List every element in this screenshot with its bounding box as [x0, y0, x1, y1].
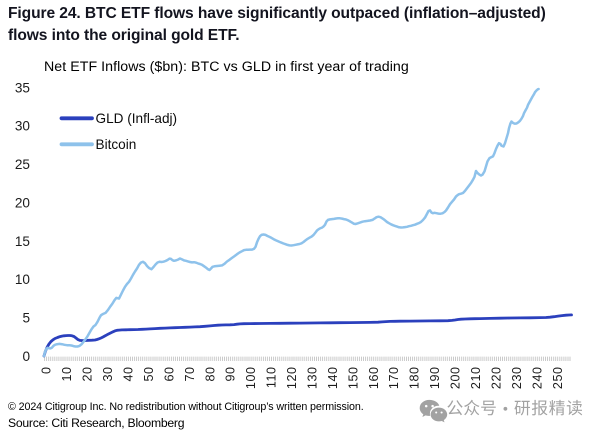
svg-text:15: 15: [15, 234, 30, 249]
svg-text:200: 200: [449, 366, 463, 389]
svg-text:170: 170: [387, 366, 401, 389]
svg-text:25: 25: [15, 157, 30, 172]
svg-text:120: 120: [285, 366, 299, 389]
svg-text:10: 10: [15, 272, 31, 287]
svg-text:20: 20: [81, 366, 95, 381]
svg-text:210: 210: [469, 366, 483, 389]
svg-text:35: 35: [15, 80, 30, 95]
svg-text:220: 220: [490, 366, 504, 389]
svg-text:0: 0: [22, 349, 30, 364]
svg-text:180: 180: [408, 366, 422, 389]
svg-text:130: 130: [306, 366, 320, 389]
svg-text:250: 250: [551, 366, 565, 389]
svg-text:20: 20: [15, 195, 31, 210]
svg-text:90: 90: [224, 366, 238, 381]
svg-text:0: 0: [40, 366, 54, 374]
svg-text:30: 30: [15, 119, 31, 134]
svg-text:160: 160: [367, 366, 381, 389]
svg-text:100: 100: [244, 366, 258, 389]
svg-text:110: 110: [265, 366, 279, 388]
svg-text:40: 40: [122, 366, 136, 381]
svg-text:10: 10: [60, 366, 74, 381]
svg-text:50: 50: [142, 366, 156, 381]
svg-text:5: 5: [22, 310, 30, 325]
svg-text:140: 140: [326, 366, 340, 389]
svg-text:30: 30: [101, 366, 115, 381]
svg-text:80: 80: [203, 366, 217, 381]
svg-text:70: 70: [183, 366, 197, 381]
svg-text:240: 240: [530, 366, 544, 389]
svg-text:GLD (Infl-adj): GLD (Infl-adj): [96, 111, 178, 126]
svg-text:150: 150: [346, 366, 360, 389]
svg-text:60: 60: [162, 366, 176, 381]
svg-text:190: 190: [428, 366, 442, 389]
svg-text:230: 230: [510, 366, 524, 389]
svg-text:Bitcoin: Bitcoin: [96, 137, 137, 152]
